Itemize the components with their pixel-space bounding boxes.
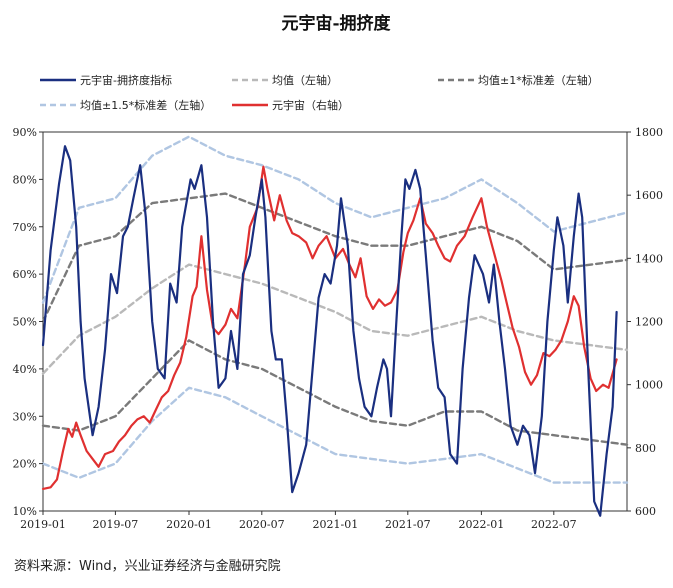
series-line-1 <box>41 263 629 375</box>
left-tick-label: 50% <box>13 316 37 329</box>
series-line-3 <box>41 339 629 446</box>
x-tick-label: 2021-07 <box>385 518 431 531</box>
legend-label: 均值±1.5*标准差（左轴） <box>80 98 211 112</box>
right-tick-label: 800 <box>635 442 656 455</box>
right-tick-label: 1000 <box>635 379 663 392</box>
plot-area: 10% 20% 30% 40% 50% 60% 70% 80% 90% 600 800 1000 120… <box>13 126 663 531</box>
x-tick-label: 2020-07 <box>239 518 285 531</box>
x-tick-label: 2022-07 <box>531 518 577 531</box>
right-tick-label: 1400 <box>635 252 663 265</box>
left-tick-label: 10% <box>13 505 37 518</box>
x-tick-label: 2019-01 <box>20 518 66 531</box>
right-tick-label: 1600 <box>635 189 663 202</box>
right-tick-label: 1200 <box>635 316 663 329</box>
left-tick-label: 80% <box>13 173 37 186</box>
series-line-4 <box>41 135 629 304</box>
left-tick-label: 40% <box>13 363 37 376</box>
left-tick-label: 90% <box>13 126 37 139</box>
x-tick-label: 2022-01 <box>459 518 505 531</box>
ticks-layer: 10% 20% 30% 40% 50% 60% 70% 80% 90% 600 800 1000 120… <box>13 126 663 531</box>
chart-legend: 元宇宙-拥挤度指标 均值（左轴） 均值±1*标准差（左轴） 均值±1.5*标准差（左轴… <box>40 73 599 112</box>
right-tick-label: 600 <box>635 505 656 518</box>
x-tick-label: 2021-01 <box>313 518 359 531</box>
series-layer <box>41 135 629 517</box>
source-note: 资料来源：Wind，兴业证券经济与金融研究院 <box>14 558 281 574</box>
chart-title: 元宇宙-拥挤度 <box>281 13 391 34</box>
right-tick-label: 1800 <box>635 126 663 139</box>
left-tick-label: 20% <box>13 458 37 471</box>
series-line-2 <box>41 192 629 323</box>
left-tick-label: 30% <box>13 410 37 423</box>
series-line-6 <box>41 165 618 490</box>
legend-label: 元宇宙-拥挤度指标 <box>80 73 172 87</box>
series-line-5 <box>41 386 629 484</box>
series-line-0 <box>41 145 618 517</box>
x-tick-label: 2020-01 <box>166 518 212 531</box>
legend-label: 均值（左轴） <box>272 73 338 87</box>
left-tick-label: 60% <box>13 268 37 281</box>
legend-label: 元宇宙（右轴） <box>272 98 349 112</box>
left-tick-label: 70% <box>13 221 37 234</box>
x-tick-label: 2019-07 <box>93 518 139 531</box>
legend-label: 均值±1*标准差（左轴） <box>478 73 599 87</box>
